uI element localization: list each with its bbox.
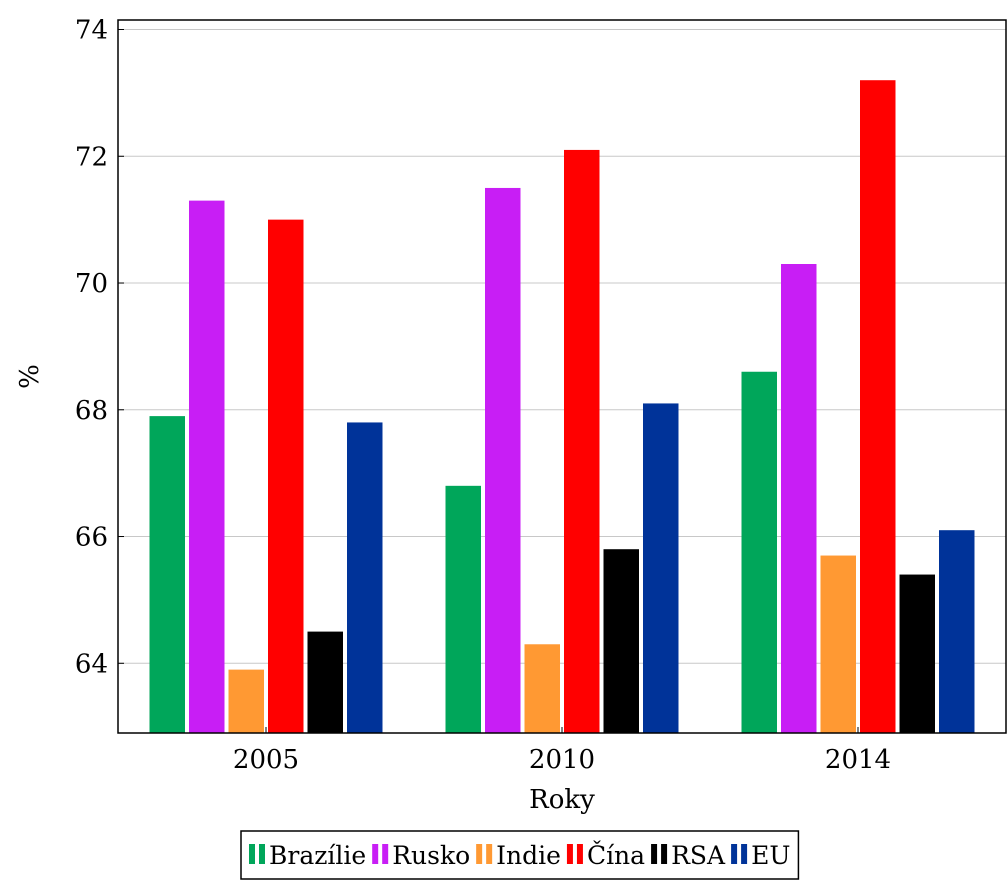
y-axis-title: %: [15, 364, 45, 389]
legend-item: Rusko: [372, 841, 470, 870]
legend-swatch: [651, 844, 658, 864]
y-axis-ticks: 64 66 68 70 72 74: [75, 16, 124, 679]
legend-swatch: [476, 844, 483, 864]
legend-swatch: [259, 844, 265, 864]
legend: Brazílie Rusko Indie Čína RSA EU: [240, 830, 800, 880]
legend-item: RSA: [651, 841, 726, 870]
legend-label: Brazílie: [269, 841, 366, 870]
x-tick-label: 2005: [233, 745, 299, 775]
bar: [445, 485, 481, 733]
bar: [564, 149, 600, 733]
legend-swatch: [249, 844, 255, 864]
legend-swatch: [576, 844, 583, 864]
x-axis-ticks: 2005 2010 2014: [233, 727, 891, 775]
y-tick-label: 68: [75, 396, 108, 426]
x-tick-label: 2010: [529, 745, 595, 775]
bar: [189, 200, 225, 734]
y-tick-label: 72: [75, 142, 108, 172]
bar: [268, 219, 304, 733]
bar: [860, 80, 896, 734]
legend-label: RSA: [671, 841, 726, 870]
legend-swatch: [372, 844, 379, 864]
x-tick-label: 2014: [825, 745, 891, 775]
y-tick-label: 70: [75, 269, 108, 299]
legend-swatch: [486, 844, 493, 864]
bar: [485, 187, 521, 733]
bar: [524, 644, 560, 733]
legend-item: Brazílie: [249, 841, 366, 870]
grid-lines: [118, 29, 1006, 664]
bar: [347, 422, 383, 733]
legend-swatch: [731, 844, 738, 864]
bar: [307, 631, 343, 733]
legend-item: Indie: [476, 841, 561, 870]
bar: [149, 416, 185, 733]
bar: [228, 669, 264, 733]
y-tick-label: 74: [75, 16, 108, 46]
legend-swatch: [741, 844, 748, 864]
legend-swatch: [661, 844, 668, 864]
legend-label: EU: [751, 841, 790, 870]
legend-item: Čína: [566, 841, 645, 870]
legend-label: Rusko: [392, 841, 470, 870]
legend-label: Čína: [587, 841, 645, 870]
legend-box: [240, 830, 800, 880]
y-tick-label: 66: [75, 523, 108, 553]
x-axis-title: Roky: [529, 785, 595, 815]
bar: [643, 403, 679, 733]
bar: [939, 530, 975, 733]
bar: [899, 574, 935, 733]
y-tick-label: 64: [75, 649, 108, 679]
legend-item: EU: [731, 841, 790, 870]
bar: [781, 264, 817, 733]
bar: [820, 555, 856, 733]
legend-label: Indie: [496, 841, 561, 870]
legend-swatch: [382, 844, 389, 864]
legend-swatch: [566, 844, 573, 864]
bars: [149, 80, 975, 734]
bar: [603, 549, 639, 733]
bar: [741, 371, 777, 733]
